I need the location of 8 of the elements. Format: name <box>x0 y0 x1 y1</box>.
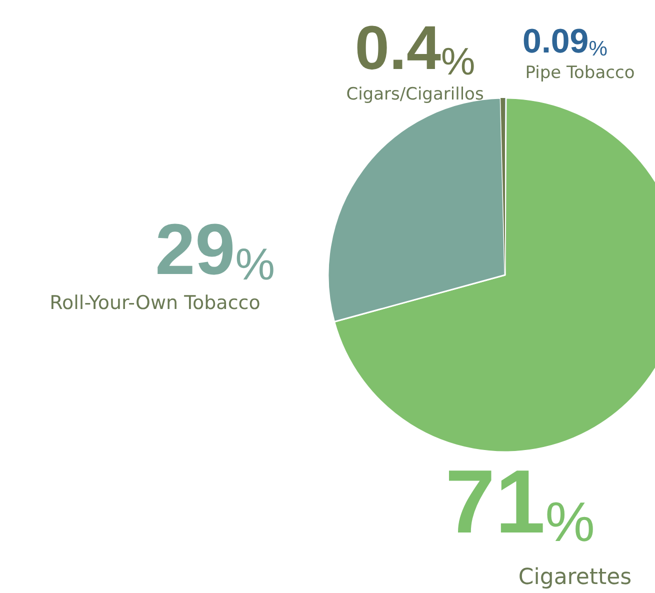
slice-label: Pipe Tobacco <box>525 62 635 83</box>
slice-label: Cigarettes <box>518 564 632 590</box>
data-label: 29% <box>155 210 275 290</box>
slice-label: Cigars/Cigarillos <box>346 84 484 105</box>
slice-label: Roll-Your-Own Tobacco <box>50 292 260 314</box>
data-label: 71% <box>445 452 595 554</box>
data-label: 0.09% <box>522 22 608 60</box>
data-label: 0.4% <box>354 14 476 84</box>
